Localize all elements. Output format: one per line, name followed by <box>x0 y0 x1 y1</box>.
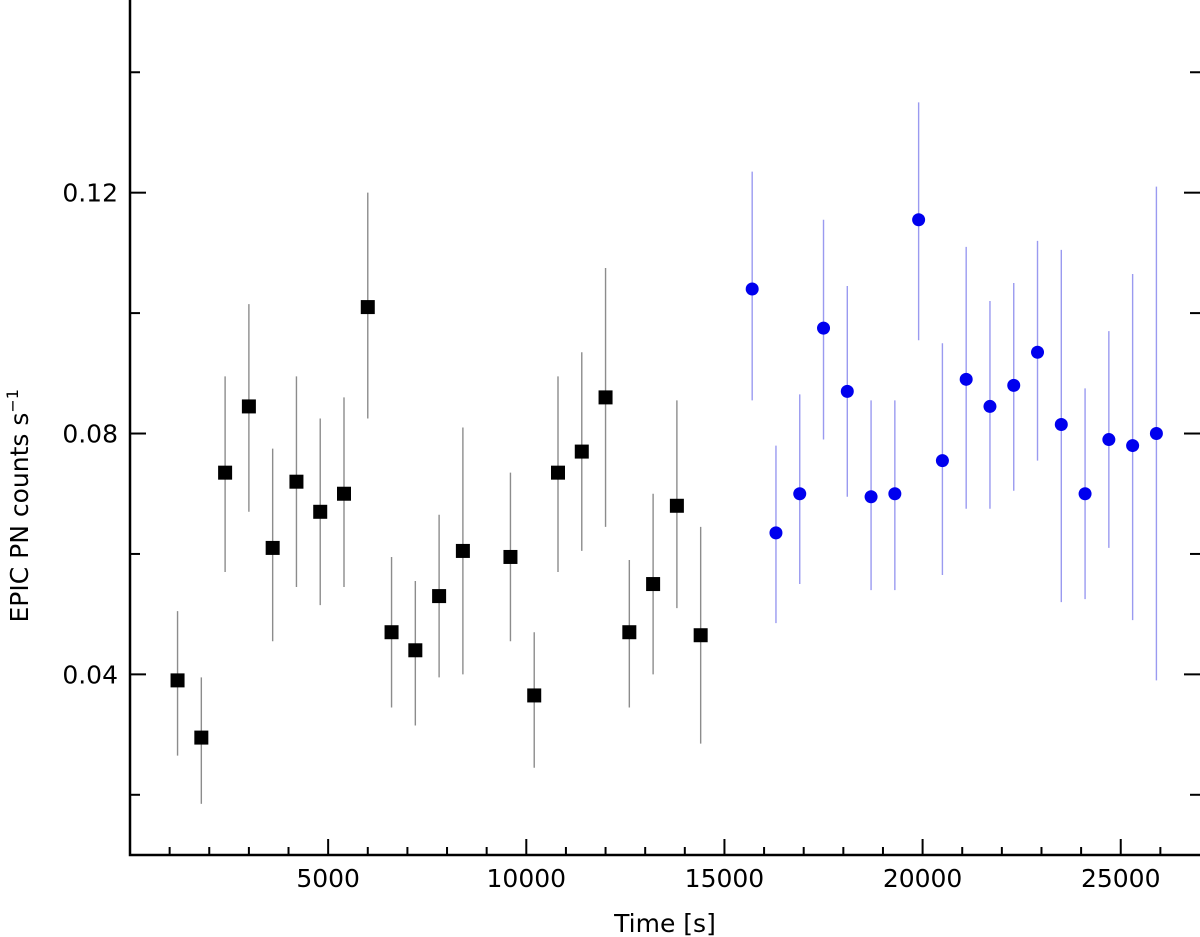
square-point <box>622 625 637 640</box>
x-tick-label: 20000 <box>883 864 963 893</box>
square-point <box>455 543 470 558</box>
x-tick-label: 5000 <box>296 864 360 893</box>
square-point <box>551 465 565 480</box>
x-tick-label: 25000 <box>1081 864 1161 893</box>
circle-point <box>745 282 759 296</box>
error-bars <box>176 102 1158 804</box>
square-point <box>313 504 328 519</box>
square-point <box>170 673 185 688</box>
square-point <box>218 465 233 480</box>
square-point <box>432 589 447 604</box>
circle-point <box>769 526 783 540</box>
circle-point <box>983 399 997 413</box>
square-point <box>194 730 209 745</box>
x-tick-label: 10000 <box>487 864 567 893</box>
circle-point <box>1126 439 1140 453</box>
square-point <box>693 628 708 643</box>
square-point <box>265 540 280 555</box>
circle-point <box>840 384 854 398</box>
circle-point <box>1054 417 1068 431</box>
circle-point <box>1031 345 1045 359</box>
y-tick-label: 0.12 <box>62 179 118 208</box>
circle-point <box>793 487 807 501</box>
circle-point <box>1102 433 1116 447</box>
square-point <box>503 549 518 564</box>
y-axis-label-exponent: −1 <box>3 389 22 413</box>
x-tick-label: 15000 <box>685 864 765 893</box>
axis-ticks <box>130 71 1200 855</box>
y-axis-label-text: EPIC PN counts s <box>5 413 34 623</box>
square-point <box>408 643 423 658</box>
square-point <box>646 577 661 592</box>
square-point <box>598 390 613 405</box>
circle-point <box>888 487 902 501</box>
circle-point <box>1078 487 1092 501</box>
plot-frame <box>128 0 1200 857</box>
x-axis-label: Time [s] <box>613 909 716 937</box>
circle-point <box>912 213 926 227</box>
square-point <box>527 688 542 703</box>
square-point <box>289 474 304 489</box>
square-point <box>574 444 589 459</box>
circle-point <box>935 454 949 468</box>
square-point <box>384 625 399 640</box>
y-tick-label: 0.08 <box>62 420 118 449</box>
circle-point <box>864 490 878 504</box>
square-point <box>669 498 684 513</box>
square-point <box>241 399 256 414</box>
square-point <box>337 486 351 501</box>
circle-point <box>1149 427 1163 441</box>
circle-point <box>959 372 973 386</box>
y-tick-label: 0.04 <box>62 660 118 689</box>
circle-point <box>1007 378 1021 392</box>
y-axis-label: EPIC PN counts s−1 <box>3 389 34 623</box>
circle-point <box>817 321 831 335</box>
y-tick-labels: 0.04 0.08 0.12 <box>62 179 118 690</box>
data-points <box>170 213 1163 745</box>
x-tick-labels: 5000 10000 15000 20000 25000 <box>296 864 1160 893</box>
square-point <box>360 300 375 315</box>
